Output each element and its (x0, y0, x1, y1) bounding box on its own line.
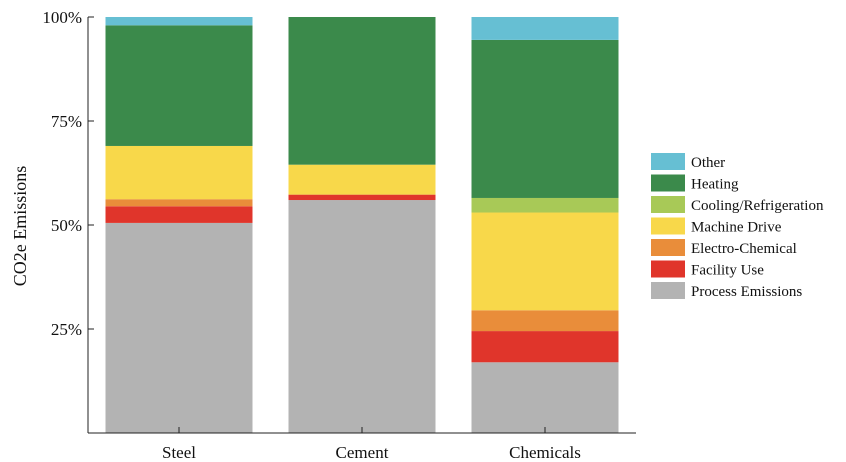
legend: Other Heating Cooling/Refrigeration Machine… (651, 153, 824, 300)
legend-swatch (651, 218, 685, 235)
bar-cement-machine-drive (289, 165, 436, 195)
y-axis-title: CO2e Emissions (10, 166, 30, 287)
bar-cement-facility-use (289, 195, 436, 200)
legend-label: Process Emissions (691, 284, 802, 300)
bar-steel-process-emissions (106, 223, 253, 433)
y-tick-label: 100% (42, 8, 82, 27)
legend-label: Facility Use (691, 263, 764, 279)
bar-steel-electro-chemical (106, 199, 253, 206)
x-tick-label: Steel (162, 443, 196, 462)
bar-chemicals-electro-chemical (472, 310, 619, 331)
legend-swatch (651, 282, 685, 299)
y-tick-label: 25% (51, 320, 82, 339)
bar-steel-other (106, 17, 253, 25)
bar-steel-machine-drive (106, 146, 253, 199)
legend-label: Heating (691, 177, 739, 193)
bar-chemicals-process-emissions (472, 362, 619, 433)
x-tick-label: Chemicals (509, 443, 581, 462)
bar-steel-facility-use (106, 206, 253, 223)
legend-swatch (651, 175, 685, 192)
bar-chemicals-machine-drive (472, 213, 619, 311)
bar-steel-heating (106, 25, 253, 146)
legend-swatch (651, 196, 685, 213)
legend-label: Other (691, 155, 725, 171)
legend-swatch (651, 153, 685, 170)
bar-chemicals-heating (472, 40, 619, 198)
legend-swatch (651, 239, 685, 256)
legend-label: Electro-Chemical (691, 241, 797, 257)
bar-cement-process-emissions (289, 200, 436, 433)
y-tick-label: 75% (51, 112, 82, 131)
bar-chemicals-facility-use (472, 331, 619, 362)
legend-label: Machine Drive (691, 220, 782, 236)
bar-chemicals-other (472, 17, 619, 40)
x-tick-label: Cement (336, 443, 389, 462)
legend-label: Cooling/Refrigeration (691, 198, 824, 214)
bar-cement-heating (289, 17, 436, 165)
plot-area (106, 17, 619, 433)
y-tick-label: 50% (51, 216, 82, 235)
bar-chemicals-cooling-refrigeration (472, 198, 619, 213)
legend-swatch (651, 261, 685, 278)
